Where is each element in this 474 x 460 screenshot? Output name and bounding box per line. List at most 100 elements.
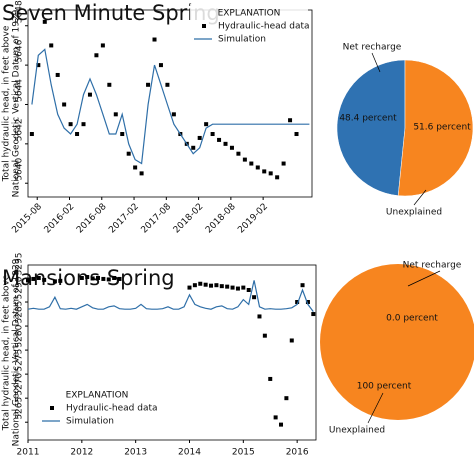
data-point: [229, 145, 234, 150]
y-axis-label: Total hydraulic head, in feet above: [2, 25, 12, 182]
legend-marker: [50, 406, 54, 410]
y-tick-label: 5648: [15, 0, 25, 23]
data-point: [113, 112, 118, 117]
data-point: [217, 137, 222, 142]
data-point: [95, 275, 100, 280]
data-point: [294, 132, 299, 137]
leader-line: [371, 52, 381, 73]
data-point: [146, 82, 151, 87]
legend-label: Hydraulic-head data: [66, 404, 158, 414]
x-tick-label: 2013: [124, 448, 147, 458]
data-point: [55, 72, 60, 77]
x-tick-label: 2016: [286, 448, 309, 458]
data-point: [223, 141, 228, 146]
data-point: [197, 135, 202, 140]
x-tick-label: 2016-02: [43, 202, 77, 236]
chart-title: Seven Minute Spring: [2, 1, 220, 25]
pie-slice: [320, 264, 474, 420]
plot-frame: [27, 9, 313, 198]
data-point: [242, 157, 247, 162]
data-point: [246, 288, 251, 292]
legend-box: [190, 4, 308, 52]
x-tick-label: 2015-08: [10, 202, 44, 236]
data-point: [139, 171, 144, 176]
legend-label: Simulation: [66, 417, 114, 427]
data-point: [79, 275, 84, 280]
data-point: [29, 132, 34, 137]
data-point: [85, 275, 90, 280]
data-point: [236, 151, 241, 156]
data-point: [289, 338, 294, 343]
pie-slice: [397, 59, 474, 197]
x-tick-label: 2019-02: [236, 202, 270, 236]
legend-marker: [202, 24, 206, 28]
data-point: [42, 277, 47, 282]
data-point: [209, 283, 214, 288]
data-point: [235, 286, 240, 291]
data-point: [152, 37, 157, 42]
data-point: [198, 281, 203, 286]
data-point: [171, 112, 176, 117]
data-point: [94, 53, 99, 58]
data-point: [255, 165, 260, 170]
data-point: [81, 122, 86, 127]
y-axis-label: Total hydraulic head, in feet above: [2, 274, 12, 431]
data-point: [100, 43, 105, 48]
x-tick-label: 2018-08: [204, 202, 238, 236]
y-axis-label: National Geodetic Vertical Datum of 1929: [12, 9, 22, 197]
data-point: [311, 312, 316, 317]
data-point: [203, 282, 208, 287]
data-point: [295, 300, 300, 305]
pie-value-label: 100 percent: [357, 382, 412, 392]
data-point: [262, 169, 267, 174]
pie-category-label: Unexplained: [329, 426, 385, 436]
legend-label: Hydraulic-head data: [218, 22, 310, 32]
data-point: [58, 278, 63, 283]
data-point: [187, 285, 192, 290]
y-tick-label: 5275: [15, 349, 25, 372]
data-point: [68, 122, 73, 127]
y-tick-label: 5290: [15, 276, 25, 299]
data-point: [219, 284, 224, 289]
data-point: [281, 161, 286, 166]
data-point: [133, 165, 138, 170]
data-point: [262, 333, 267, 338]
data-point: [106, 277, 111, 282]
legend-title: EXPLANATION: [66, 391, 129, 401]
y-tick-label: 5646: [15, 39, 25, 62]
data-point: [42, 19, 47, 24]
data-point: [275, 175, 280, 180]
data-point: [257, 314, 262, 319]
y-tick-label: 5280: [15, 324, 25, 347]
pie-value-label: 48.4 percent: [339, 114, 397, 124]
data-point: [75, 132, 80, 137]
data-point: [249, 161, 254, 166]
y-tick-label: 5642: [15, 118, 25, 141]
y-tick-label: 5295: [15, 253, 25, 276]
leader-line: [413, 189, 427, 206]
data-point: [214, 283, 219, 288]
simulation-line: [27, 280, 314, 312]
leader-line: [407, 270, 441, 287]
data-point: [268, 376, 273, 381]
legend-title: EXPLANATION: [218, 9, 281, 19]
data-point: [49, 43, 54, 48]
x-tick-label: 2012: [70, 448, 93, 458]
data-point: [126, 151, 131, 156]
y-tick-label: 5270: [15, 372, 25, 395]
pie-slice: [336, 59, 406, 196]
pie-value-label: 51.6 percent: [413, 123, 471, 133]
data-point: [191, 145, 196, 150]
pie-category-label: Net recharge: [403, 261, 462, 271]
data-point: [268, 171, 273, 176]
data-point: [300, 283, 305, 288]
data-point: [241, 285, 246, 290]
x-tick-label: 2016-08: [75, 202, 109, 236]
x-tick-label: 2017-08: [140, 202, 174, 236]
x-tick-label: 2014: [178, 448, 201, 458]
data-point: [305, 300, 310, 305]
data-point: [225, 284, 230, 289]
data-point: [210, 132, 215, 137]
pie-value-label: 0.0 percent: [386, 314, 438, 324]
data-point: [112, 275, 117, 280]
